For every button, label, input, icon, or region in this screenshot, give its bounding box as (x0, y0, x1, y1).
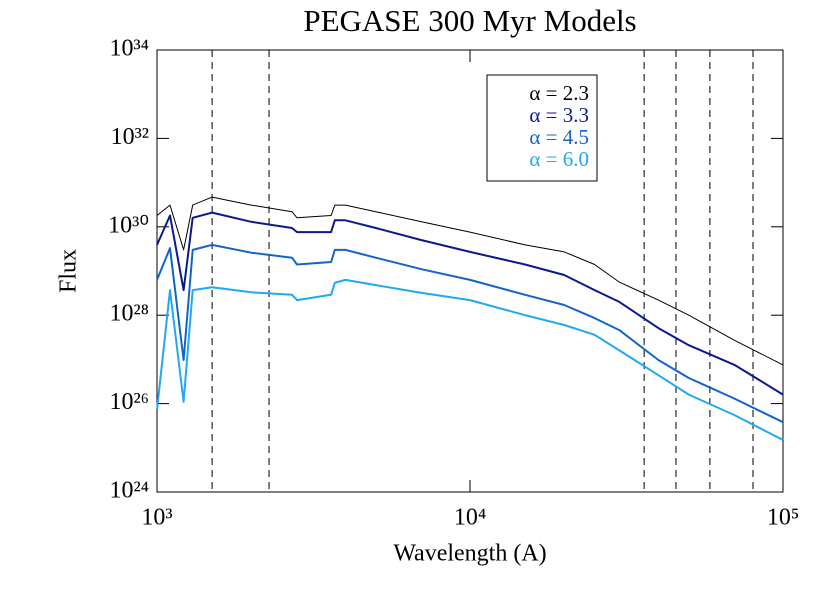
legend-label: α = 2.3 (529, 81, 589, 105)
y-tick-label: 10²⁸ (109, 301, 149, 327)
x-tick-label: 10³ (141, 505, 172, 531)
x-axis-label: Wavelength (A) (393, 541, 546, 567)
legend-label: α = 4.5 (529, 125, 589, 149)
plot-frame (156, 49, 784, 493)
y-axis-label: Flux (56, 249, 82, 293)
y-tick-label: 10³⁴ (109, 36, 149, 62)
series-line (156, 243, 784, 424)
series-line (156, 278, 784, 441)
legend-label: α = 3.3 (529, 103, 589, 127)
y-tick-label: 10²⁴ (109, 478, 149, 504)
y-tick-label: 10³² (111, 124, 149, 150)
series-line (156, 196, 784, 366)
series-line (156, 211, 784, 396)
x-tick-label: 10⁵ (767, 505, 799, 531)
y-tick-label: 10²⁶ (109, 389, 149, 415)
y-tick-label: 10³⁰ (108, 212, 149, 238)
chart-title: PEGASE 300 Myr Models (303, 3, 636, 38)
x-tick-label: 10⁴ (454, 505, 486, 531)
legend-label: α = 6.0 (529, 147, 589, 171)
legend-box (486, 74, 598, 182)
